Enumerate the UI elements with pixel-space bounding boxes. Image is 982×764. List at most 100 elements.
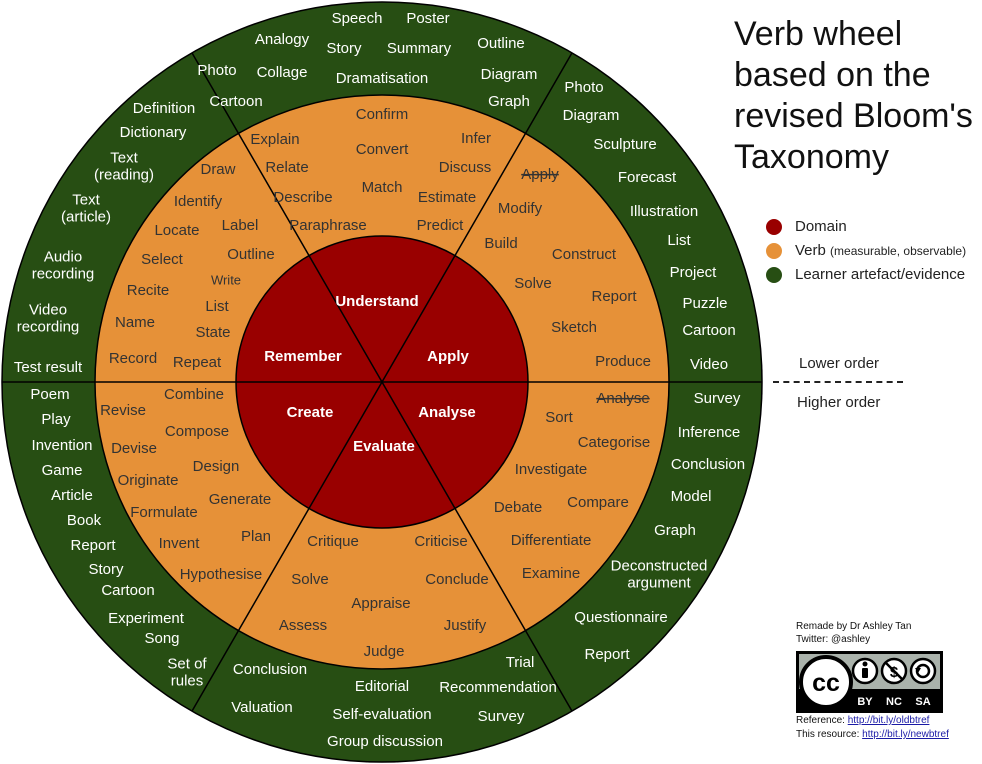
artefact-trial: Trial — [506, 654, 535, 671]
artefact-deconstructed-argument: Deconstructed argument — [611, 557, 708, 591]
verb-record: Record — [109, 350, 157, 367]
verb-investigate: Investigate — [515, 461, 588, 478]
verb-confirm: Confirm — [356, 106, 409, 123]
verb-sort: Sort — [545, 409, 573, 426]
verb-criticise: Criticise — [414, 533, 467, 550]
artefact-conclusion: Conclusion — [671, 456, 745, 473]
verb-examine: Examine — [522, 565, 580, 582]
sector-dividers — [2, 52, 762, 712]
legend-item-domain: Domain — [766, 217, 982, 241]
artefact-test-result: Test result — [14, 359, 83, 376]
artefact-experiment: Experiment — [108, 610, 185, 627]
verb-recite: Recite — [127, 282, 170, 299]
verb-build: Build — [484, 235, 517, 252]
legend-label-domain: Domain — [795, 218, 847, 235]
artefact-audio-recording: Audio recording — [32, 248, 95, 282]
verb-judge: Judge — [364, 643, 405, 660]
sector-divider — [381, 381, 573, 712]
domain-analyse: Analyse — [418, 404, 476, 421]
legend-note-verb: (measurable, observable) — [830, 244, 967, 258]
artefact-report: Report — [584, 646, 630, 663]
artefact-recommendation: Recommendation — [439, 679, 557, 696]
verb-justify: Justify — [444, 617, 487, 634]
artefact-photo: Photo — [564, 79, 603, 96]
verb-estimate: Estimate — [418, 189, 476, 206]
artefact-survey: Survey — [694, 390, 741, 407]
verb-identify: Identify — [174, 193, 223, 210]
license-term-sa: SA — [915, 696, 930, 708]
verb-write: Write — [211, 272, 241, 287]
artefact-video: Video — [690, 356, 728, 373]
verb-discuss: Discuss — [439, 159, 492, 176]
artefact-illustration: Illustration — [630, 203, 698, 220]
verb-solve: Solve — [291, 571, 329, 588]
artefact-dramatisation: Dramatisation — [336, 70, 429, 87]
verb-debate: Debate — [494, 499, 542, 516]
verb-convert: Convert — [356, 141, 409, 158]
artefact-group-discussion: Group discussion — [327, 733, 443, 750]
cc-license-badge: cc $ BY NC SA — [796, 651, 943, 713]
artefact-analogy: Analogy — [255, 31, 310, 48]
artefact-project: Project — [670, 264, 718, 281]
artefact-set-of-rules: Set of rules — [167, 655, 207, 689]
artefact-story: Story — [88, 561, 124, 578]
verb-infer: Infer — [461, 130, 491, 147]
artefact-summary: Summary — [387, 40, 452, 57]
artefact-speech: Speech — [332, 10, 383, 27]
attribution-icon — [851, 657, 879, 685]
artefact-report: Report — [70, 537, 116, 554]
resource-link[interactable]: http://bit.ly/newbtref — [862, 729, 949, 740]
verb-devise: Devise — [111, 440, 157, 457]
verb-revise: Revise — [100, 402, 146, 419]
sector-divider — [191, 52, 383, 383]
artefact-list: List — [667, 232, 691, 249]
verb-match: Match — [362, 179, 403, 196]
legend-item-verb: Verb (measurable, observable) — [766, 241, 982, 265]
artefact-conclusion: Conclusion — [233, 661, 307, 678]
legend-swatch-domain — [766, 219, 782, 235]
noncommercial-icon: $ — [880, 657, 908, 685]
reference-link[interactable]: http://bit.ly/oldbtref — [847, 715, 930, 726]
verb-sketch: Sketch — [551, 319, 597, 336]
credit-author: Remade by Dr Ashley Tan — [796, 621, 912, 632]
credit-reference: Reference: http://bit.ly/oldbtref — [796, 715, 930, 726]
verb-formulate: Formulate — [130, 504, 198, 521]
artefact-text-reading: Text (reading) — [94, 149, 154, 183]
order-divider — [773, 381, 903, 383]
artefact-labels: Speech Poster Analogy Story Summary Outline Ph… — [14, 10, 745, 750]
artefact-diagram: Diagram — [481, 66, 538, 83]
domain-evaluate: Evaluate — [353, 438, 415, 455]
verb-invent: Invent — [159, 535, 201, 552]
verb-design: Design — [193, 458, 240, 475]
sector-divider — [191, 381, 383, 712]
artefact-puzzle: Puzzle — [682, 295, 727, 312]
verb-relate: Relate — [265, 159, 308, 176]
verb-compose: Compose — [165, 423, 229, 440]
artefact-story: Story — [326, 40, 362, 57]
verb-solve: Solve — [514, 275, 552, 292]
verb-modify: Modify — [498, 200, 543, 217]
artefact-game: Game — [42, 462, 83, 479]
sharealike-icon — [909, 657, 937, 685]
verb-report: Report — [591, 288, 637, 305]
artefact-song: Song — [144, 630, 179, 647]
artefact-editorial: Editorial — [355, 678, 409, 695]
license-term-by: BY — [857, 696, 873, 708]
artefact-forecast: Forecast — [618, 169, 677, 186]
domain-create: Create — [287, 404, 334, 421]
license-term-nc: NC — [886, 696, 902, 708]
artefact-dictionary: Dictionary — [120, 124, 187, 141]
legend-swatch-artefact — [766, 267, 782, 283]
artefact-cartoon: Cartoon — [682, 322, 735, 339]
verb-predict: Predict — [417, 217, 465, 234]
verb-hypothesise: Hypothesise — [180, 566, 263, 583]
domain-apply: Apply — [427, 348, 469, 365]
credit-resource: This resource: http://bit.ly/newbtref — [796, 729, 949, 740]
verb-generate: Generate — [209, 491, 272, 508]
artefact-outline: Outline — [477, 35, 525, 52]
artefact-text-article: Text (article) — [61, 191, 111, 225]
verb-draw: Draw — [200, 161, 235, 178]
legend-item-artefact: Learner artefact/evidence — [766, 265, 982, 289]
verb-locate: Locate — [154, 222, 199, 239]
